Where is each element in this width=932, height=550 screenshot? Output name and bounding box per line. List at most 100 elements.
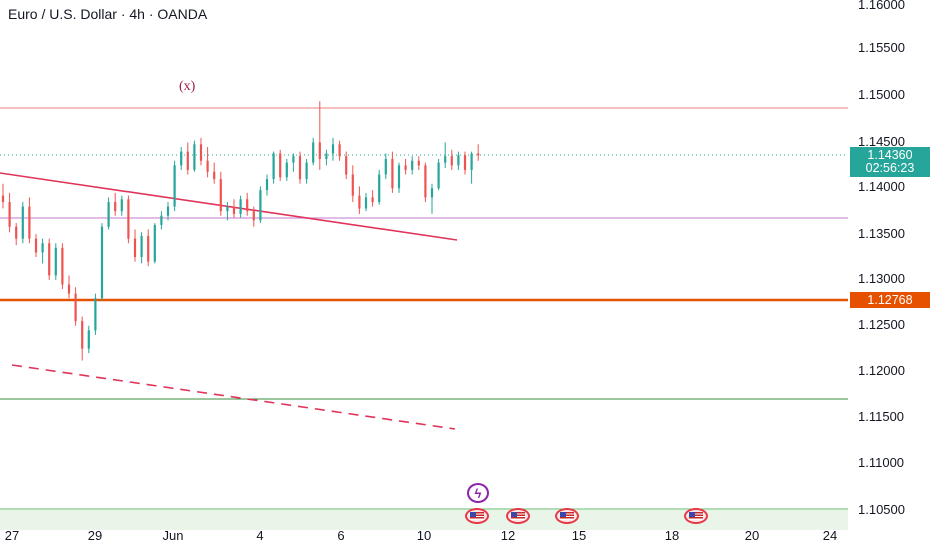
candle-body[interactable] — [417, 160, 420, 166]
candle-body[interactable] — [206, 160, 209, 172]
candle-body[interactable] — [127, 199, 130, 239]
candle-body[interactable] — [114, 202, 117, 212]
candle-body[interactable] — [219, 179, 222, 212]
us-flag-icon[interactable] — [555, 508, 579, 524]
candle-body[interactable] — [21, 206, 24, 239]
price-axis[interactable]: 1.16000 1.15500 1.15000 1.14500 1.14000 … — [848, 0, 932, 550]
candle-body[interactable] — [173, 165, 176, 207]
candle-body[interactable] — [232, 206, 236, 214]
chart-pane[interactable]: Euro / U.S. Dollar · 4h · OANDA (x) ϟ 27… — [0, 0, 848, 550]
candle-body[interactable] — [8, 202, 11, 227]
candle-body[interactable] — [239, 199, 242, 214]
symbol-title: Euro / U.S. Dollar · 4h · OANDA — [8, 6, 208, 22]
candle-body[interactable] — [74, 293, 77, 322]
candle-body[interactable] — [120, 199, 123, 212]
candle-body[interactable] — [470, 153, 473, 170]
lightning-icon[interactable]: ϟ — [467, 483, 489, 503]
candle-body[interactable] — [226, 206, 229, 212]
candle-body[interactable] — [259, 190, 262, 221]
time-label: 12 — [500, 528, 516, 543]
candle-body[interactable] — [397, 165, 401, 189]
candle-body[interactable] — [166, 206, 170, 216]
candle-body[interactable] — [199, 144, 203, 161]
dashed-channel-line[interactable] — [11, 364, 456, 430]
price-label: 1.14000 — [858, 179, 905, 194]
candle-body[interactable] — [147, 235, 150, 262]
candle-body[interactable] — [305, 162, 308, 180]
wave-label[interactable]: (x) — [179, 79, 196, 94]
candle-body[interactable] — [331, 144, 335, 154]
candle-body[interactable] — [371, 197, 374, 203]
candle-body[interactable] — [252, 211, 255, 221]
candle-body[interactable] — [411, 160, 414, 170]
candle-body[interactable] — [213, 171, 216, 180]
candle-body[interactable] — [1, 195, 5, 203]
candle-body[interactable] — [34, 238, 38, 253]
time-label: 18 — [664, 528, 680, 543]
candle-body[interactable] — [351, 174, 354, 196]
candle-body[interactable] — [28, 206, 31, 239]
level-price-tag[interactable]: 1.12768 — [850, 292, 930, 308]
price-chart[interactable] — [0, 0, 848, 550]
time-label: 10 — [416, 528, 432, 543]
candle-body[interactable] — [61, 247, 64, 285]
candle-body[interactable] — [318, 142, 321, 159]
us-flag-icon[interactable] — [684, 508, 708, 524]
candle-body[interactable] — [140, 235, 143, 257]
candle-body[interactable] — [378, 174, 381, 203]
candle-body[interactable] — [430, 188, 434, 198]
candle-body[interactable] — [463, 155, 467, 170]
candle-body[interactable] — [100, 226, 104, 299]
candle-body[interactable] — [186, 151, 189, 170]
candle-body[interactable] — [450, 156, 453, 166]
candle-body[interactable] — [424, 165, 427, 198]
candle-body[interactable] — [48, 243, 51, 276]
candle-body[interactable] — [384, 158, 387, 175]
candle-body[interactable] — [292, 156, 295, 163]
candle-body[interactable] — [107, 202, 110, 227]
candle-body[interactable] — [54, 247, 57, 276]
time-label: Jun — [162, 528, 184, 543]
time-label: 27 — [4, 528, 20, 543]
candle-body[interactable] — [364, 197, 368, 209]
time-label: 15 — [571, 528, 587, 543]
candle-body[interactable] — [133, 238, 137, 257]
candle-body[interactable] — [437, 162, 440, 189]
candle-body[interactable] — [477, 153, 480, 156]
candle-body[interactable] — [87, 330, 90, 349]
candle-body[interactable] — [67, 284, 71, 294]
candle-body[interactable] — [160, 215, 163, 225]
candle-body[interactable] — [272, 153, 275, 180]
candle-body[interactable] — [180, 151, 183, 166]
candle-body[interactable] — [15, 226, 18, 239]
us-flag-icon[interactable] — [506, 508, 530, 524]
candle-body[interactable] — [444, 156, 447, 163]
price-label: 1.14500 — [858, 134, 905, 149]
price-label: 1.11500 — [858, 409, 905, 424]
candle-body[interactable] — [246, 199, 249, 212]
candle-body[interactable] — [298, 156, 302, 180]
price-label: 1.12000 — [858, 363, 905, 378]
candle-body[interactable] — [358, 195, 361, 209]
candle-body[interactable] — [404, 165, 407, 170]
time-label: 29 — [87, 528, 103, 543]
candle-body[interactable] — [265, 179, 269, 191]
candle-body[interactable] — [457, 155, 460, 166]
candle-body[interactable] — [391, 158, 394, 189]
candle-body[interactable] — [81, 321, 84, 349]
current-price-tag[interactable]: 1.14360 02:56:23 — [850, 147, 930, 177]
volume-band — [0, 510, 848, 530]
candle-body[interactable] — [193, 144, 196, 170]
candle-body[interactable] — [325, 153, 328, 159]
candle-body[interactable] — [94, 298, 97, 331]
candle-body[interactable] — [345, 156, 348, 175]
candles-group — [1, 101, 480, 361]
candle-body[interactable] — [338, 144, 341, 157]
us-flag-icon[interactable] — [465, 508, 489, 524]
candle-body[interactable] — [312, 142, 315, 163]
candle-body[interactable] — [285, 162, 288, 178]
candle-body[interactable] — [279, 153, 282, 178]
candle-body[interactable] — [153, 224, 156, 262]
candle-body[interactable] — [41, 243, 44, 253]
descending-trendline[interactable] — [0, 172, 458, 241]
